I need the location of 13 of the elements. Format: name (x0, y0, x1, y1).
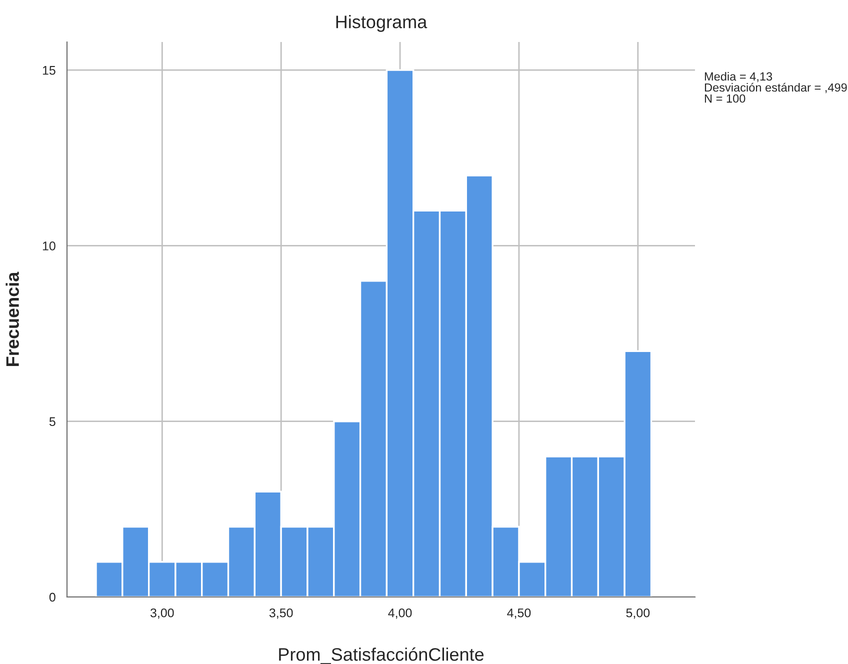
x-tick-label: 3,00 (150, 608, 174, 619)
y-tick-label: 10 (42, 242, 56, 250)
x-tick-label: 4,50 (507, 608, 531, 619)
y-tick-label: 5 (49, 417, 56, 426)
y-tick-label: 0 (49, 592, 56, 602)
x-axis-title: Prom_SatisfacciónCliente (279, 647, 484, 664)
text: Media = 4,13 Desviación estándar = ,499 N = 100 (704, 72, 847, 103)
chart-title: Histograma (336, 15, 428, 32)
x-tick-label: 5,00 (626, 608, 650, 619)
y-tick-label: 15 (42, 66, 56, 75)
x-tick-label: 3,50 (269, 608, 293, 619)
x-tick-label: 4,00 (388, 608, 412, 619)
y-axis-title: Frecuencia (6, 272, 19, 366)
